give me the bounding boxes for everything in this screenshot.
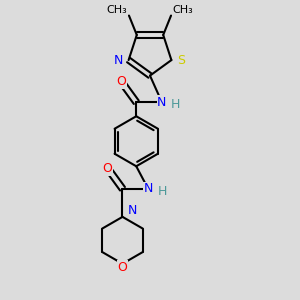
Text: H: H [158, 185, 167, 198]
Text: O: O [118, 261, 128, 274]
Text: N: N [143, 182, 153, 195]
Text: CH₃: CH₃ [172, 5, 194, 15]
Text: H: H [171, 98, 181, 111]
Text: S: S [177, 54, 185, 67]
Text: N: N [157, 96, 167, 109]
Text: N: N [114, 54, 123, 67]
Text: CH₃: CH₃ [106, 5, 128, 15]
Text: N: N [128, 204, 137, 217]
Text: O: O [116, 75, 126, 88]
Text: O: O [103, 162, 112, 175]
